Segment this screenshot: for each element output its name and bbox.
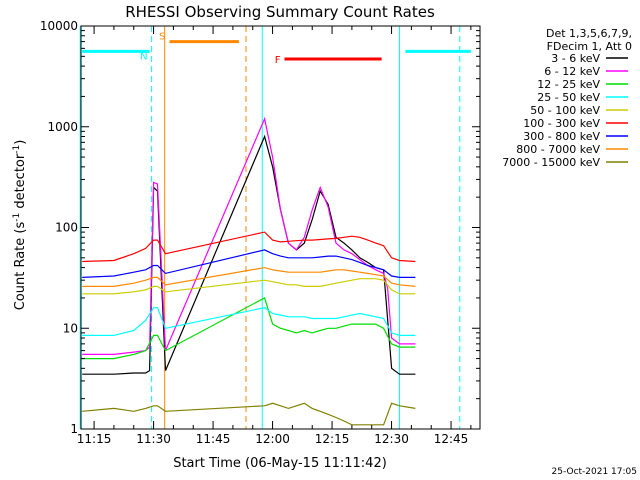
x-tick-label: 12:30 <box>374 432 409 446</box>
series-line <box>82 278 416 295</box>
legend-label: 7000 - 15000 keV <box>502 156 600 169</box>
y-tick-label: 1 <box>70 422 78 436</box>
series-line <box>82 402 416 426</box>
flag-label: F <box>275 55 281 66</box>
legend-header: Det 1,3,5,6,7,9, <box>546 27 632 40</box>
series-line <box>82 249 416 278</box>
legend-label: 25 - 50 keV <box>537 91 600 104</box>
x-tick-label: 11:30 <box>136 432 171 446</box>
x-tick-label: 11:45 <box>196 432 231 446</box>
legend-header: FDecim 1, Att 0 <box>547 40 632 53</box>
y-tick-label: 10000 <box>40 19 78 33</box>
x-tick-label: 12:15 <box>315 432 350 446</box>
y-tick-label: 10 <box>63 321 78 335</box>
legend-label: 6 - 12 keV <box>544 65 600 78</box>
series-line <box>82 297 416 360</box>
series-line <box>82 134 416 375</box>
x-tick-label: 12:45 <box>434 432 469 446</box>
legend: Det 1,3,5,6,7,9,FDecim 1, Att 03 - 6 keV… <box>502 27 632 169</box>
series-line <box>82 307 416 336</box>
legend-label: 12 - 25 keV <box>537 78 600 91</box>
legend-label: 300 - 800 keV <box>523 130 600 143</box>
series-line <box>82 231 416 263</box>
y-tick-label: 100 <box>55 221 78 235</box>
plot-frame <box>80 25 481 430</box>
footer-timestamp: 25-Oct-2021 17:05 <box>552 467 637 477</box>
x-axis-label: Start Time (06-May-15 11:11:42) <box>173 456 387 471</box>
x-tick-label: 12:00 <box>255 432 290 446</box>
y-tick-label: 1000 <box>47 120 78 134</box>
legend-label: 3 - 6 keV <box>551 52 600 65</box>
legend-label: 100 - 300 keV <box>523 117 600 130</box>
x-tick-label: 11:15 <box>77 432 112 446</box>
flag-label: S <box>159 32 165 43</box>
chart-title: RHESSI Observing Summary Count Rates <box>125 3 435 21</box>
y-axis-label: Count Rate (s-1 detector-1) <box>12 140 28 311</box>
series-line <box>82 266 416 287</box>
flag-label: N <box>140 51 147 62</box>
series-line <box>82 116 416 355</box>
legend-label: 50 - 100 keV <box>530 104 600 117</box>
legend-label: 800 - 7000 keV <box>516 143 600 156</box>
